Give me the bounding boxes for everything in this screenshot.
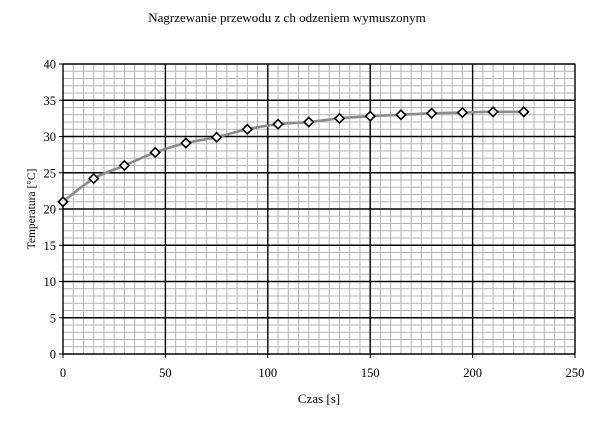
x-tick-label: 50 [159, 366, 172, 380]
y-axis-title: Temperatura [°C] [26, 169, 38, 250]
data-point [518, 106, 530, 118]
data-point [364, 110, 376, 122]
x-tick-label: 200 [463, 366, 482, 380]
y-tick-label: 20 [44, 203, 57, 217]
x-axis-ticks: 0 50 100 150 200 250 [60, 354, 585, 380]
data-point [303, 116, 315, 128]
series-line [61, 110, 526, 204]
data-point [425, 107, 438, 120]
data-point [272, 118, 284, 130]
x-tick-label: 250 [566, 366, 585, 380]
y-tick-label: 5 [50, 311, 56, 325]
data-point [456, 106, 469, 119]
data-point [180, 137, 192, 149]
y-tick-label: 0 [50, 348, 56, 362]
y-tick-label: 30 [44, 130, 57, 144]
y-tick-label: 10 [44, 275, 57, 289]
data-point [87, 172, 100, 185]
x-axis-title: Czas [s] [298, 391, 340, 406]
y-tick-label: 25 [44, 166, 57, 180]
data-point [487, 106, 499, 118]
data-point [333, 112, 346, 125]
data-point [118, 159, 131, 172]
x-tick-label: 0 [60, 366, 66, 380]
data-point [241, 123, 254, 135]
data-markers [57, 106, 530, 208]
chart-title: Nagrzewanie przewodu z ch odzeniem wymus… [148, 10, 426, 25]
y-tick-label: 35 [44, 94, 57, 108]
x-tick-label: 150 [361, 366, 380, 380]
data-point [57, 196, 69, 208]
y-axis-ticks: 0 5 10 15 20 25 30 35 40 [44, 58, 63, 362]
x-tick-label: 100 [258, 366, 277, 380]
data-point [395, 109, 407, 121]
y-tick-label: 40 [44, 58, 57, 72]
y-tick-label: 15 [44, 239, 57, 253]
data-point [149, 146, 161, 159]
data-point [210, 131, 223, 143]
